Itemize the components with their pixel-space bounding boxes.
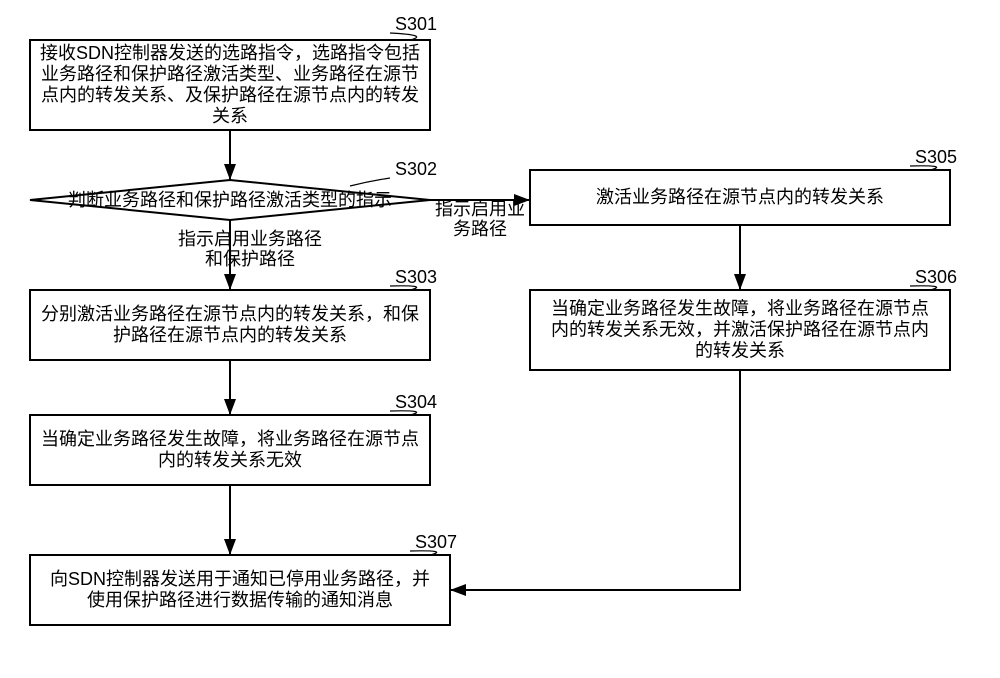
step-label-s306: S306 [915,267,957,287]
svg-text:激活业务路径在源节点内的转发关系: 激活业务路径在源节点内的转发关系 [596,187,884,207]
edge-label-1: 和保护路径 [205,249,295,269]
svg-text:当确定业务路径发生故障，将业务路径在源节点: 当确定业务路径发生故障，将业务路径在源节点 [551,299,929,319]
step-label-s305: S305 [915,147,957,167]
step-label-s301: S301 [395,14,437,34]
svg-text:分别激活业务路径在源节点内的转发关系，和保: 分别激活业务路径在源节点内的转发关系，和保 [41,304,419,324]
svg-text:向SDN控制器发送用于通知已停用业务路径，并: 向SDN控制器发送用于通知已停用业务路径，并 [50,569,430,589]
svg-text:的转发关系: 的转发关系 [695,341,785,361]
edge-label-2: 务路径 [453,219,507,239]
flowchart: 接收SDN控制器发送的选路指令，选路指令包括业务路径和保护路径激活类型、业务路径… [0,0,1000,678]
svg-text:点内的转发关系、及保护路径在源节点内的转发: 点内的转发关系、及保护路径在源节点内的转发 [41,85,419,105]
svg-text:业务路径和保护路径激活类型、业务路径在源节: 业务路径和保护路径激活类型、业务路径在源节 [41,64,419,84]
svg-text:接收SDN控制器发送的选路指令，选路指令包括: 接收SDN控制器发送的选路指令，选路指令包括 [40,43,420,63]
step-label-s302: S302 [395,159,437,179]
edge-label-2: 指示启用业 [435,199,525,219]
step-label-s303: S303 [395,267,437,287]
label-connector-s302 [350,178,390,186]
svg-text:判断业务路径和保护路径激活类型的指示: 判断业务路径和保护路径激活类型的指示 [68,190,392,210]
svg-text:内的转发关系无效，并激活保护路径在源节点内: 内的转发关系无效，并激活保护路径在源节点内 [551,320,929,340]
svg-text:关系: 关系 [212,106,248,126]
label-connector-s301 [390,33,417,40]
svg-text:当确定业务路径发生故障，将业务路径在源节点: 当确定业务路径发生故障，将业务路径在源节点 [41,429,419,449]
svg-text:使用保护路径进行数据传输的通知消息: 使用保护路径进行数据传输的通知消息 [87,590,393,610]
step-label-s304: S304 [395,392,437,412]
edge-s306-s307 [450,370,740,590]
svg-text:内的转发关系无效: 内的转发关系无效 [158,450,302,470]
edge-label-1: 指示启用业务路径 [178,229,322,249]
step-label-s307: S307 [415,532,457,552]
svg-text:护路径在源节点内的转发关系: 护路径在源节点内的转发关系 [113,325,347,345]
